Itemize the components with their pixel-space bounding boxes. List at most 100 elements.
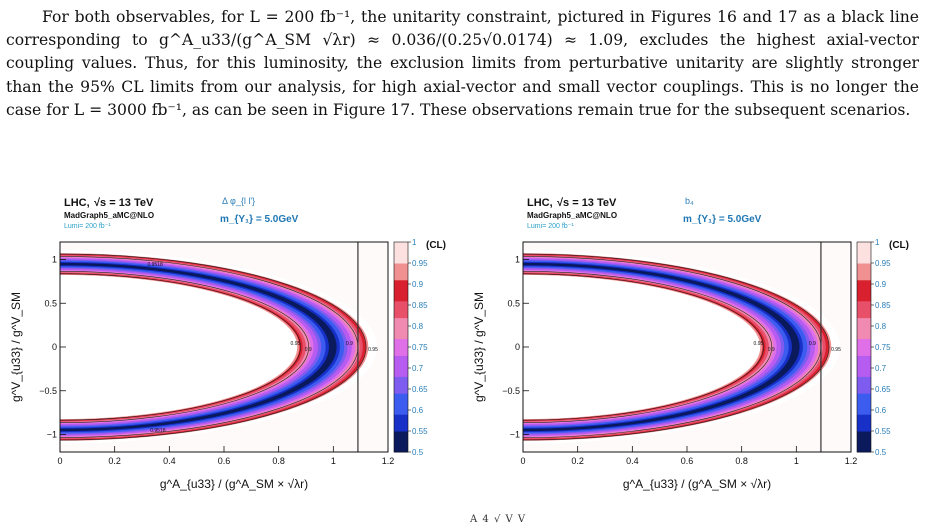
caption-fragment: A 4 √ V V [470, 514, 527, 525]
colorbar-cell [394, 401, 408, 407]
colorbar-tick-label: 0.55 [412, 427, 428, 436]
colorbar-cell [394, 347, 408, 352]
heatmap-band [523, 250, 840, 444]
colorbar-cell [857, 292, 871, 298]
colorbar-cell [394, 267, 408, 272]
colorbar-cell [857, 359, 871, 365]
header-sqrt-s: √s = 13 TeV [94, 197, 154, 209]
contour-label: 0.9 [346, 341, 353, 347]
y-axis-title: g^V_{u33} / g^V_SM [472, 292, 486, 402]
contour-label: 0.9 [809, 341, 816, 347]
colorbar-tick-label: 0.6 [875, 406, 887, 415]
contour-label: 0.95 [754, 341, 764, 347]
colorbar-tick-label: 0.85 [875, 301, 891, 310]
observable-label: b₄ [685, 196, 694, 206]
colorbar-cell [394, 254, 408, 260]
colorbar-cell [857, 401, 871, 407]
colorbar-cell [857, 380, 871, 386]
header-generator: MadGraph5_aMC@NLO [527, 211, 617, 220]
header-generator: MadGraph5_aMC@NLO [64, 211, 154, 220]
colorbar-cell [857, 326, 871, 331]
colorbar-cell [394, 422, 408, 428]
colorbar-cell [394, 368, 408, 373]
colorbar-cell [857, 389, 871, 394]
colorbar-cell [857, 288, 871, 293]
colorbar-cell [394, 405, 408, 411]
body-paragraph: For both observables, for L = 200 fb⁻¹, … [6, 6, 919, 122]
x-tick-label: 0.8 [272, 456, 285, 466]
colorbar-cell [394, 309, 408, 314]
x-axis-title: g^A_{u33} / (g^A_SM × √λr) [623, 477, 771, 491]
colorbar-cell [857, 271, 871, 277]
y-tick-label: 0 [515, 342, 520, 352]
colorbar-tick-label: 0.7 [875, 364, 887, 373]
colorbar-cell [857, 405, 871, 411]
colorbar-cell [394, 317, 408, 323]
contour-label: 0.9 [768, 347, 775, 353]
colorbar-cell [394, 443, 408, 449]
colorbar-cell [394, 351, 408, 356]
colorbar-tick-label: 0.75 [412, 343, 428, 352]
observable-label: Δ φ_{l l'} [222, 196, 255, 206]
colorbar-cell [394, 296, 408, 302]
colorbar-cell [394, 439, 408, 445]
colorbar-cell [394, 321, 408, 327]
colorbar-cell [394, 380, 408, 386]
x-tick-label: 1.2 [382, 456, 395, 466]
y-tick-label: −1 [47, 430, 57, 440]
colorbar-cell [394, 330, 408, 335]
colorbar-cell [394, 250, 408, 256]
colorbar-cell [394, 263, 408, 268]
contour-label: 0.95 [831, 347, 841, 353]
colorbar-cell [857, 435, 871, 440]
colorbar-cell [394, 376, 408, 382]
colorbar-cell [857, 263, 871, 268]
colorbar-cell [857, 284, 871, 289]
colorbar-cell [394, 355, 408, 361]
heatmap-band [60, 250, 377, 444]
x-tick-label: 0.8 [735, 456, 748, 466]
x-tick-label: 0.2 [571, 456, 584, 466]
colorbar-cell [394, 447, 408, 453]
y-tick-label: 0 [52, 342, 57, 352]
colorbar-cell [857, 321, 871, 327]
colorbar-cell [857, 296, 871, 302]
colorbar-cell [394, 384, 408, 390]
colorbar-cell [394, 242, 408, 247]
colorbar-cell [394, 431, 408, 436]
colorbar-cell [394, 279, 408, 285]
colorbar-cell [857, 258, 871, 264]
excluded-region-inner [523, 277, 753, 417]
y-tick-label: −0.5 [502, 386, 520, 396]
colorbar-cell [857, 372, 871, 377]
colorbar-cell [857, 242, 871, 247]
colorbar-cell [857, 422, 871, 428]
colorbar-cell [394, 271, 408, 277]
x-tick-label: 0.2 [108, 456, 121, 466]
colorbar-tick-label: 0.8 [875, 322, 887, 331]
colorbar-cell [394, 275, 408, 281]
x-tick-label: 0.6 [218, 456, 231, 466]
colorbar-cell [857, 305, 871, 310]
colorbar-cell [394, 359, 408, 365]
colorbar-cell [394, 389, 408, 394]
figure-left-delta-phi: 0.95 0.9 0.9 0.95 0.9518 0.9518 0 0.2 0.4 0.6 0.8 1… [6, 190, 446, 508]
colorbar-title: (CL) [889, 240, 909, 251]
colorbar-cell [857, 338, 871, 344]
colorbar-cell [857, 368, 871, 373]
contour-label: 0.95 [368, 347, 378, 353]
header-sqrt-s: √s = 13 TeV [557, 197, 617, 209]
paragraph-text: For both observables, for L = 200 fb⁻¹, … [6, 8, 919, 119]
x-tick-label: 1 [331, 456, 336, 466]
y-tick-label: 1 [515, 255, 520, 265]
colorbar-tick-label: 0.75 [875, 343, 891, 352]
contour-line [523, 271, 772, 423]
colorbar-cell [394, 397, 408, 403]
colorbar-cell [857, 376, 871, 382]
colorbar-tick-label: 0.9 [875, 280, 887, 289]
colorbar-cell [857, 397, 871, 403]
heatmap-svg: 0.95 0.9 0.9 0.95 0 0.2 0.4 0.6 0.8 1 1.2 −1 −0.5 0 0.… [472, 196, 909, 491]
colorbar-cell [857, 431, 871, 436]
x-axis-title: g^A_{u33} / (g^A_SM × √λr) [160, 477, 308, 491]
contour-line [60, 273, 301, 421]
